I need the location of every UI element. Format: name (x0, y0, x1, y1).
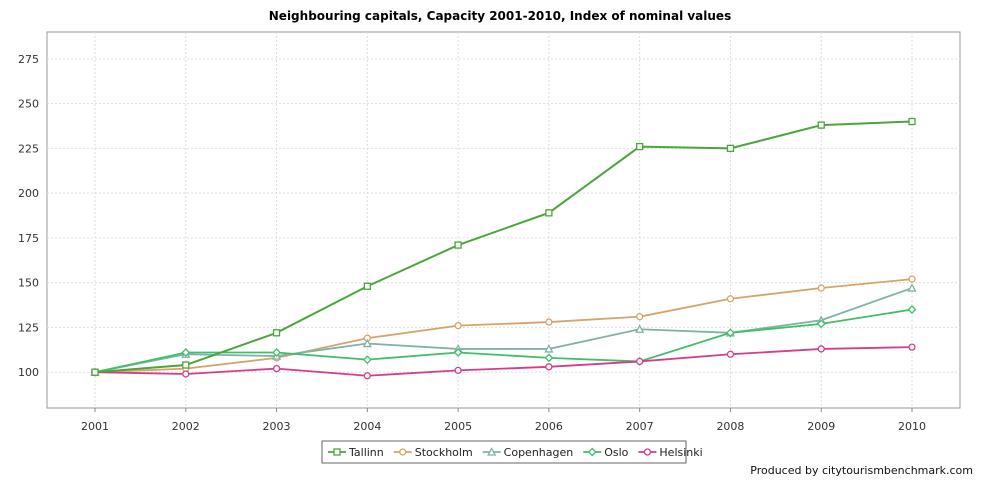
legend-item-helsinki: Helsinki (638, 446, 703, 459)
data-point (816, 319, 826, 329)
legend-marker (487, 447, 497, 456)
y-tick-label: 250 (18, 98, 39, 111)
y-tick-label: 275 (18, 53, 39, 66)
credit-text: Produced by citytourismbenchmark.com (750, 464, 973, 477)
x-tick-label: 2008 (716, 420, 744, 433)
data-point (362, 338, 372, 348)
series-layer (90, 117, 917, 380)
y-tick-label: 150 (18, 277, 39, 290)
x-tick-label: 2009 (807, 420, 835, 433)
series-line (94, 346, 913, 377)
legend-marker (333, 448, 341, 456)
data-point (182, 370, 190, 378)
data-point (817, 284, 825, 292)
legend-label: Copenhagen (504, 446, 574, 459)
legend-item-copenhagen: Copenhagen (482, 446, 574, 459)
series-helsinki (91, 343, 916, 380)
legend-label: Helsinki (659, 446, 702, 459)
chart-title: Neighbouring capitals, Capacity 2001-201… (269, 9, 731, 23)
data-point (272, 364, 281, 373)
legend: Tallinn Stockholm Copenhagen Oslo Helsinki (321, 440, 703, 464)
series-line (94, 278, 913, 374)
y-axis: 100 125 150 175 200 225 250 275 (18, 53, 39, 379)
data-point (726, 144, 735, 153)
series-tallinn (91, 117, 916, 376)
data-point (908, 117, 916, 126)
data-point (726, 328, 735, 338)
series-line (94, 120, 913, 374)
series-line (94, 308, 913, 374)
data-point (182, 361, 190, 369)
legend-box (321, 440, 687, 464)
data-point (545, 363, 553, 371)
data-point (907, 305, 917, 314)
data-point (636, 313, 644, 321)
data-point (362, 355, 372, 365)
data-point (817, 121, 825, 129)
data-point (907, 283, 917, 292)
data-point (726, 350, 735, 358)
legend-item-stockholm: Stockholm (393, 446, 473, 459)
data-point (636, 142, 644, 151)
legend-label: Oslo (604, 446, 628, 459)
data-point (454, 321, 462, 330)
x-axis: 2001 2002 2003 2004 2005 2006 2007 2008 2009 2010 (81, 408, 926, 433)
data-point (272, 348, 281, 357)
data-point (545, 318, 553, 326)
y-tick-label: 125 (18, 321, 39, 334)
data-point (908, 275, 916, 283)
data-point (544, 353, 554, 363)
data-point (636, 357, 644, 366)
legend-label: Tallinn (348, 446, 384, 459)
data-point (91, 368, 99, 376)
data-point (272, 329, 281, 337)
x-tick-label: 2007 (626, 420, 654, 433)
legend-marker (643, 448, 652, 456)
y-tick-label: 225 (18, 142, 39, 155)
x-tick-label: 2006 (535, 420, 563, 433)
y-tick-label: 200 (18, 187, 39, 200)
data-point (635, 324, 645, 333)
data-point (908, 343, 916, 351)
grid (47, 32, 960, 408)
data-point (545, 209, 553, 217)
plot-area (46, 31, 961, 409)
data-point (544, 344, 554, 353)
data-point (181, 348, 191, 357)
data-point (363, 372, 371, 380)
data-point (454, 241, 462, 249)
data-point (453, 348, 463, 357)
data-point (454, 366, 462, 375)
data-point (817, 345, 825, 353)
legend-item-tallinn: Tallinn (328, 446, 384, 459)
series-line (94, 287, 913, 374)
x-tick-label: 2005 (444, 420, 472, 433)
legend-marker (399, 448, 407, 456)
legend-item-oslo: Oslo (583, 446, 629, 459)
data-point (726, 295, 735, 303)
x-tick-label: 2003 (263, 420, 291, 433)
legend-marker (587, 447, 597, 457)
legend-label: Stockholm (415, 446, 473, 459)
y-tick-label: 175 (18, 232, 39, 245)
x-tick-label: 2010 (898, 420, 926, 433)
x-tick-label: 2002 (172, 420, 200, 433)
y-tick-label: 100 (18, 366, 39, 379)
x-tick-label: 2004 (353, 420, 381, 433)
data-point (363, 282, 371, 290)
x-tick-label: 2001 (81, 420, 109, 433)
